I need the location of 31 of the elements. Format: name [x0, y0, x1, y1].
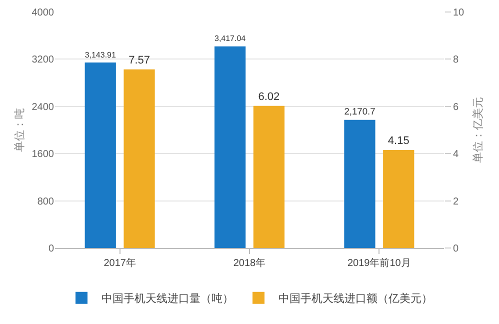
legend-label: 中国手机天线进口额（亿美元） — [278, 292, 432, 306]
y2-tick-label: 6 — [453, 102, 459, 113]
bar — [383, 150, 414, 248]
y2-tick-label: 10 — [453, 8, 465, 18]
x-tick-label: 2019年前10月 — [347, 257, 411, 269]
legend-label: 中国手机天线进口量（吨） — [102, 292, 234, 306]
data-label: 4.15 — [388, 135, 410, 148]
bar — [124, 69, 155, 248]
data-label: 2,170.7 — [344, 106, 376, 116]
y-tick-label: 3200 — [32, 54, 54, 66]
bar — [253, 106, 285, 248]
data-label: 7.57 — [128, 54, 150, 66]
data-label: 3,417.04 — [214, 34, 246, 44]
y2-tick-label: 0 — [453, 244, 459, 254]
y-tick-label: 800 — [37, 196, 54, 208]
x-tick-label: 2018年 — [233, 257, 266, 269]
y-tick-label: 1600 — [32, 149, 54, 160]
bar — [214, 46, 246, 248]
y-tick-label: 4000 — [32, 8, 54, 18]
data-label: 3,143.91 — [84, 50, 116, 60]
y2-tick-label: 4 — [453, 149, 459, 160]
data-label: 6.02 — [258, 90, 280, 103]
y2-tick-label: 8 — [453, 54, 459, 66]
bar — [344, 120, 376, 248]
y2-tick-label: 2 — [453, 196, 459, 208]
y-tick-label: 0 — [48, 244, 54, 254]
y2-axis-title: 单位：亿美元 — [472, 97, 484, 163]
y-axis-title: 单位：吨 — [13, 108, 26, 152]
bar — [84, 62, 116, 248]
x-tick-label: 2017年 — [104, 257, 136, 269]
y-tick-label: 2400 — [32, 102, 54, 113]
